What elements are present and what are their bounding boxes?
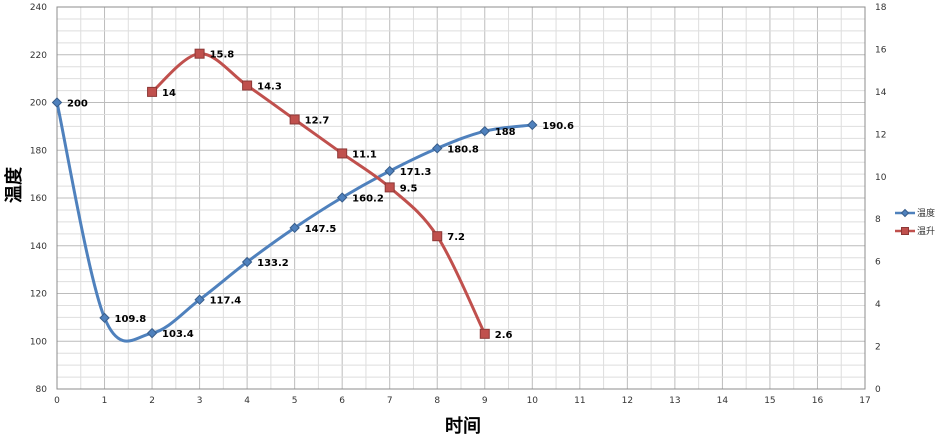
y-tick-label: 160	[30, 194, 47, 204]
y2-tick-label: 0	[875, 385, 881, 395]
series	[51, 48, 538, 343]
plot-area-border	[56, 6, 866, 390]
y-tick-label: 180	[30, 146, 47, 156]
data-label-temperature: 160.2	[352, 194, 384, 205]
data-label-temperature: 200	[67, 99, 88, 110]
legend-label-temp-rise: 温升	[917, 226, 935, 237]
data-label-temperature: 180.8	[447, 144, 479, 155]
data-point-temperature	[527, 119, 538, 131]
x-tick-label: 16	[812, 396, 824, 406]
data-label-temp-rise: 9.5	[400, 183, 418, 194]
data-point-temperature	[51, 97, 63, 108]
x-tick-label: 9	[482, 396, 488, 406]
data-point-temp-rise	[194, 48, 205, 59]
data-label-temperature: 190.6	[542, 121, 574, 132]
y-tick-label: 220	[30, 51, 47, 61]
data-point-temperature	[146, 327, 158, 339]
y2-tick-label: 14	[875, 88, 887, 98]
legend-label-temperature: 温度	[917, 207, 935, 219]
data-label-temp-rise: 14	[162, 88, 176, 99]
y2-tick-label: 2	[875, 343, 881, 353]
data-point-temp-rise	[289, 114, 300, 125]
data-label-temp-rise: 12.7	[305, 115, 330, 126]
x-axis-title: 时间	[445, 416, 481, 437]
data-label-temp-rise: 15.8	[210, 50, 235, 61]
data-point-temperature	[432, 143, 443, 154]
y2-tick-label: 16	[875, 45, 887, 55]
legend-item-temp-rise: 温升	[895, 226, 935, 237]
y2-tick-label: 8	[875, 215, 881, 225]
data-point-temp-rise	[242, 80, 253, 91]
x-tick-label: 14	[717, 396, 729, 406]
y-tick-label: 100	[30, 337, 47, 347]
x-tick-label: 4	[244, 396, 250, 406]
data-label-temperature: 188	[495, 127, 516, 138]
x-tick-label: 15	[764, 396, 775, 406]
y-tick-label: 200	[30, 99, 47, 109]
y2-tick-label: 6	[875, 258, 881, 268]
y2-tick-label: 4	[875, 300, 881, 310]
x-tick-label: 11	[574, 396, 585, 406]
data-label-temp-rise: 11.1	[352, 149, 377, 160]
data-point-temp-rise	[384, 182, 395, 193]
data-point-temperature	[99, 312, 110, 324]
data-label-temperature: 133.2	[257, 258, 289, 269]
legend: 温度 温升	[895, 207, 935, 237]
data-point-temp-rise	[337, 148, 348, 159]
x-tick-label: 8	[434, 396, 440, 406]
y-tick-label: 120	[30, 290, 47, 300]
data-point-temperature	[384, 165, 395, 177]
x-tick-label: 5	[292, 396, 298, 406]
data-label-temp-rise: 2.6	[495, 330, 513, 341]
y-axis-title: 温度	[3, 166, 25, 203]
legend-marker-temperature	[900, 208, 910, 218]
data-label-temperature: 147.5	[305, 224, 337, 235]
data-point-temperature	[289, 222, 300, 234]
x-tick-label: 10	[527, 396, 539, 406]
data-point-temp-rise	[432, 231, 443, 242]
y2-tick-label: 10	[875, 173, 887, 183]
x-tick-label: 2	[149, 396, 155, 406]
data-label-temp-rise: 14.3	[257, 82, 282, 93]
x-tick-label: 13	[669, 396, 680, 406]
y2-tick-label: 18	[875, 3, 887, 13]
data-label-temperature: 103.4	[162, 329, 194, 340]
x-tick-label: 12	[622, 396, 633, 406]
x-tick-label: 1	[102, 396, 108, 406]
x-tick-label: 0	[54, 396, 60, 406]
legend-marker-temp-rise	[901, 227, 909, 235]
y-tick-label: 240	[30, 3, 47, 13]
data-label-temperature: 109.8	[115, 314, 147, 325]
data-point-temp-rise	[147, 86, 158, 97]
y-tick-label: 80	[36, 385, 48, 395]
data-point-temperature	[194, 294, 205, 305]
x-tick-label: 3	[197, 396, 203, 406]
data-label-temperature: 117.4	[210, 296, 242, 307]
data-label-temp-rise: 7.2	[447, 232, 465, 243]
data-labels: 200 109.8 103.4 117.4 133.2 147.5 160.2 171.3 18…	[67, 50, 574, 341]
axes: 0 1 2 3 4 5 6 7 8 9 10 11 12 13 14 15 16 1780100120140160…	[30, 3, 887, 406]
data-point-temperature	[241, 256, 253, 268]
x-tick-label: 6	[339, 396, 345, 406]
y-tick-label: 140	[30, 242, 47, 252]
x-tick-label: 7	[387, 396, 393, 406]
data-point-temperature	[479, 125, 490, 137]
x-tick-label: 17	[859, 396, 870, 406]
data-point-temperature	[336, 192, 348, 203]
data-label-temperature: 171.3	[400, 167, 432, 178]
legend-item-temperature: 温度	[895, 207, 935, 219]
y2-tick-label: 12	[875, 130, 886, 140]
data-point-temp-rise	[479, 328, 490, 339]
